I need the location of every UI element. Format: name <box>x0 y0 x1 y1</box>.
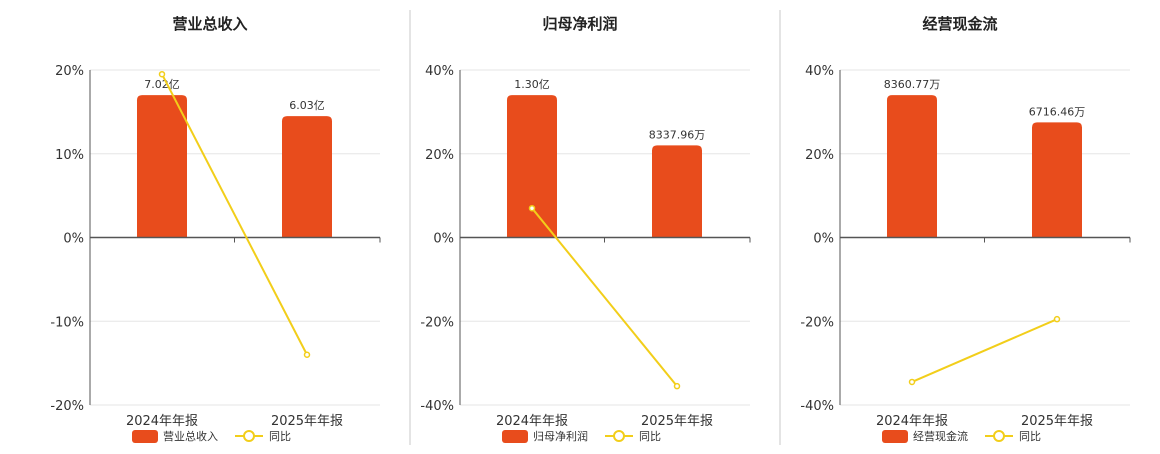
y-tick-label: 20% <box>805 148 834 163</box>
bar-value-label: 7.02亿 <box>144 78 180 91</box>
legend-line-label: 同比 <box>269 430 291 443</box>
bar-value-label: 8360.77万 <box>884 78 941 91</box>
y-tick-label: 20% <box>425 148 454 163</box>
y-tick-label: -10% <box>50 315 84 330</box>
yoy-line <box>161 73 308 356</box>
bar-value-label: 6716.46万 <box>1029 105 1086 118</box>
bar <box>652 145 702 238</box>
y-tick-label: 40% <box>805 64 834 79</box>
x-category-label: 2024年年报 <box>496 414 568 429</box>
bar <box>507 95 557 238</box>
yoy-point <box>1053 315 1061 323</box>
yoy-point <box>908 378 916 386</box>
legend-line-label: 同比 <box>1019 430 1041 443</box>
legend-line-marker <box>993 430 1005 442</box>
y-tick-label: 0% <box>433 232 454 247</box>
y-tick-label: -20% <box>800 315 834 330</box>
x-category-label: 2025年年报 <box>1021 414 1093 429</box>
bar <box>887 95 937 238</box>
y-tick-label: -40% <box>800 399 834 414</box>
bar-value-label: 8337.96万 <box>649 128 706 141</box>
y-tick-label: 40% <box>425 64 454 79</box>
legend-bar-swatch <box>502 430 528 443</box>
bar-value-label: 6.03亿 <box>289 99 325 112</box>
legend-line-label: 同比 <box>639 430 661 443</box>
y-tick-label: 20% <box>55 64 84 79</box>
legend-bar-label: 归母净利润 <box>533 429 588 443</box>
legend-line-marker <box>243 430 255 442</box>
x-category-label: 2024年年报 <box>876 414 948 429</box>
bar <box>1032 122 1082 238</box>
legend-bar-swatch <box>882 430 908 443</box>
yoy-point <box>303 351 311 358</box>
bar-value-label: 1.30亿 <box>514 78 550 91</box>
legend-line-marker <box>613 430 625 442</box>
y-tick-label: 0% <box>63 232 84 247</box>
chart-title: 营业总收入 <box>172 15 247 33</box>
legend-bar-swatch <box>132 430 158 443</box>
legend-bar-label: 营业总收入 <box>163 429 218 443</box>
chart-panel-2: 归母净利润 40% 20% 0% -20% -40% 1.30亿 8337.96万 2024年年… <box>420 15 751 443</box>
x-category-label: 2025年年报 <box>641 414 713 429</box>
bar <box>282 116 332 238</box>
yoy-point <box>158 70 166 78</box>
legend-bar-label: 经营现金流 <box>913 429 968 443</box>
bar <box>137 95 187 238</box>
y-tick-label: -20% <box>50 399 84 414</box>
x-category-label: 2024年年报 <box>126 414 198 429</box>
yoy-line <box>911 318 1058 383</box>
yoy-line <box>531 207 678 387</box>
y-tick-label: -40% <box>420 399 454 414</box>
yoy-point <box>673 382 681 390</box>
chart-panel-3: 经营现金流 40% 20% 0% -20% -40% 8360.77万 6716.46万 202… <box>800 15 1131 443</box>
yoy-point <box>528 204 536 212</box>
chart-panel-1: 营业总收入 20% 10% 0% -10% -20% 7.02亿 6.03亿 2024年年报 20… <box>50 15 381 443</box>
y-tick-label: 10% <box>55 148 84 163</box>
y-tick-label: -20% <box>420 315 454 330</box>
chart-title: 归母净利润 <box>542 15 617 33</box>
y-tick-label: 0% <box>813 232 834 247</box>
x-category-label: 2025年年报 <box>271 414 343 429</box>
chart-title: 经营现金流 <box>922 15 997 33</box>
